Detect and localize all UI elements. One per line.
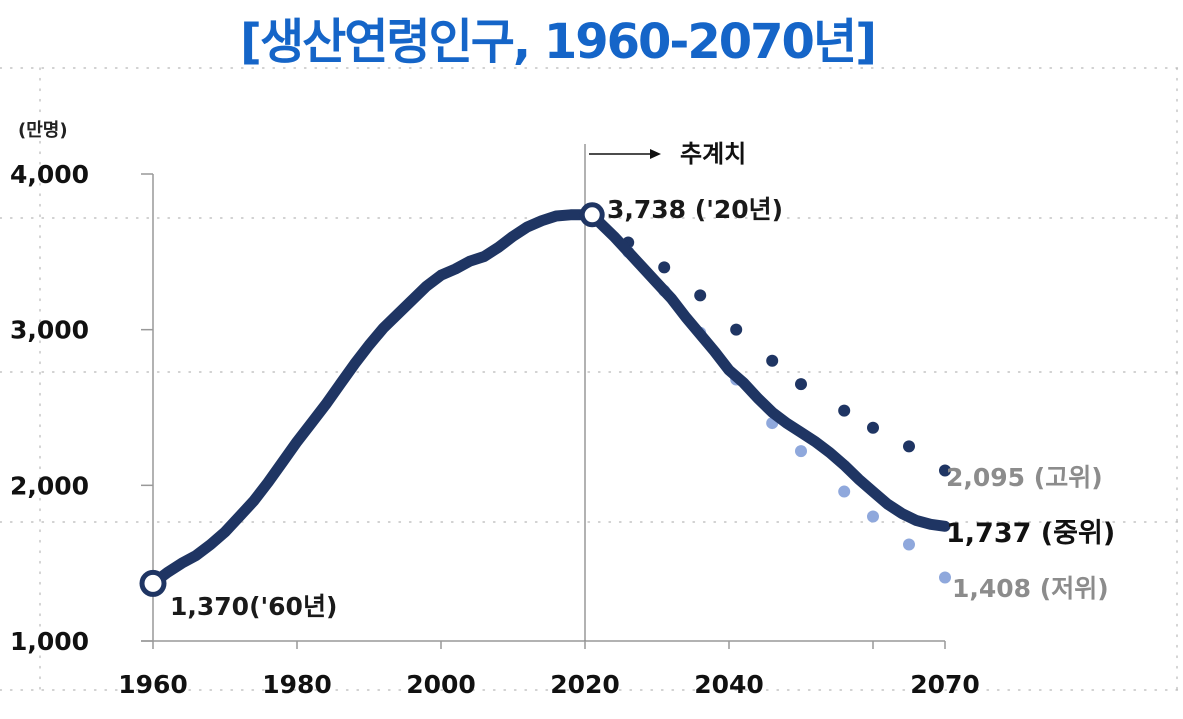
dot-저위-2056: [838, 485, 851, 498]
marker-2020: [579, 202, 605, 228]
projection-arrowhead: [650, 149, 661, 159]
x-tick-label: 2070: [910, 670, 980, 699]
axis-ticks: 1,000 2,000 3,000 4,000 1960 1980 2000 2020 2040…: [10, 160, 980, 699]
dot-고위-2060: [867, 421, 879, 434]
annotation-label: 3,738 ('20년): [607, 195, 783, 224]
axes: [141, 144, 945, 642]
x-tick-label: 2020: [550, 670, 620, 699]
x-tick-label: 2000: [406, 670, 476, 699]
dot-저위-2060: [867, 510, 879, 523]
annotation-label: 1,370('60년): [170, 592, 337, 621]
x-tick-label: 1980: [262, 670, 332, 699]
series-중위: [147, 209, 951, 589]
y-tick-label: 4,000: [10, 160, 89, 189]
dot-저위-2065: [903, 538, 915, 551]
annotation-label: 1,408 (저위): [952, 574, 1109, 603]
y-tick-label: 2,000: [10, 471, 89, 500]
line-중위: [147, 209, 951, 589]
annotation-label: 1,737 (중위): [946, 518, 1115, 549]
y-tick-label: 3,000: [10, 316, 89, 345]
dot-저위-2070: [939, 571, 951, 584]
dot-고위-2050: [795, 378, 807, 391]
series-layer: [139, 202, 951, 597]
dot-고위-2036: [694, 289, 707, 302]
y-tick-label: 1,000: [10, 627, 89, 656]
dot-고위-2046: [766, 354, 779, 367]
dot-고위-2065: [903, 440, 915, 453]
dot-고위-2056: [838, 404, 851, 417]
y-unit-label: (만명): [18, 120, 68, 141]
chart-title: [생산연령인구, 1960-2070년]: [240, 14, 877, 70]
dot-고위-2070: [939, 464, 951, 477]
labels-layer: (만명) 추계치 3,738 ('20년) 1,370('60년) 2,095 (고…: [18, 120, 1115, 621]
projection-label: 추계치: [680, 140, 746, 168]
x-tick-label: 1960: [118, 670, 188, 699]
x-tick-label: 2040: [694, 670, 764, 699]
series-고위: [622, 236, 951, 477]
marker-1960: [139, 569, 167, 597]
dot-고위-2041: [730, 323, 743, 336]
dot-고위-2031: [658, 261, 671, 274]
annotation-label: 2,095 (고위): [946, 463, 1103, 492]
dot-저위-2050: [795, 445, 807, 458]
